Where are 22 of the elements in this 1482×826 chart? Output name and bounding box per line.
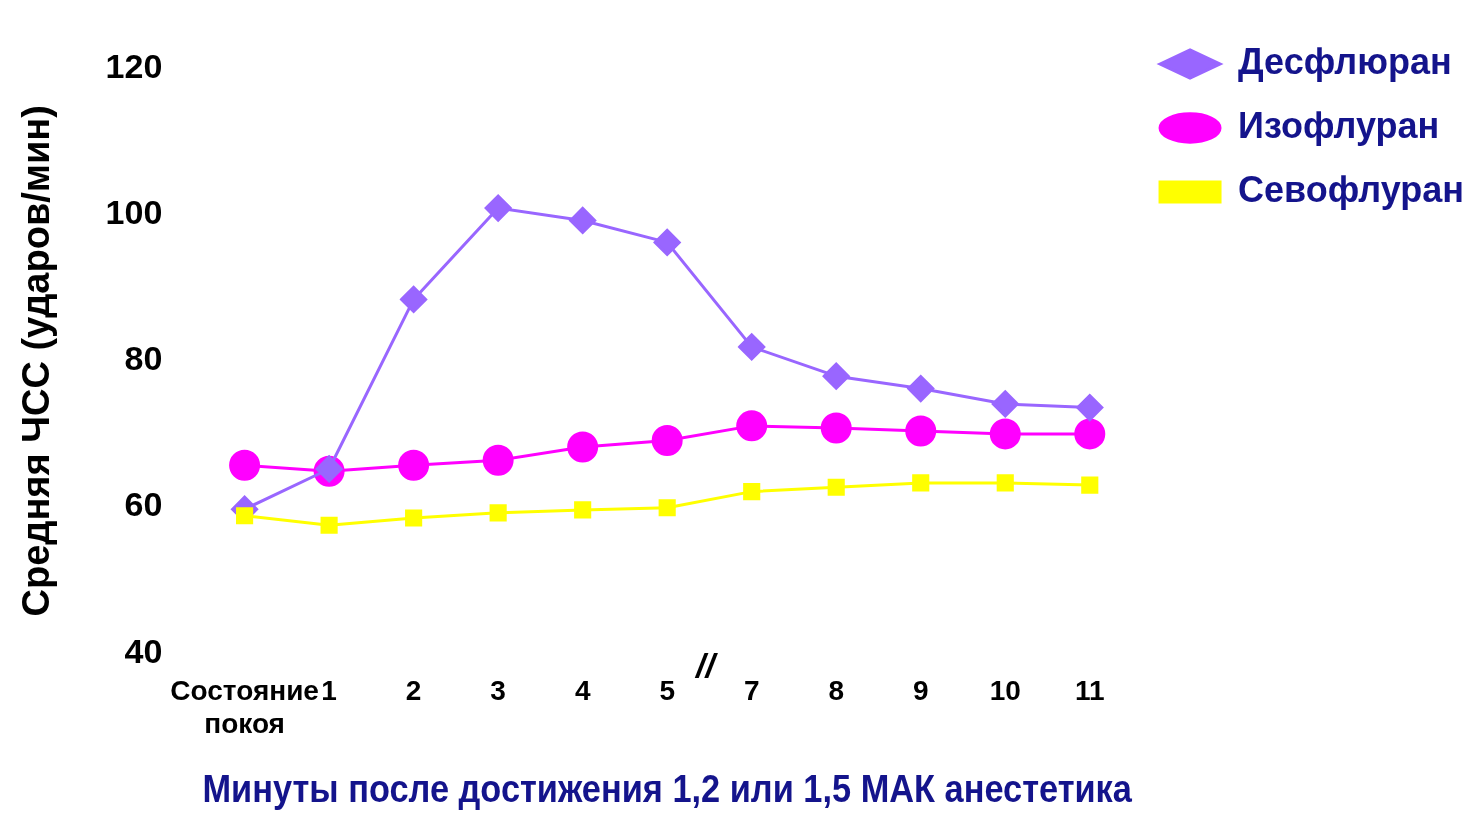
y-tick-label: 60 [124, 485, 163, 524]
y-tick-label: 40 [124, 631, 163, 670]
x-tick-label: 2 [405, 674, 422, 706]
x-tick-label: 5 [659, 674, 675, 706]
y-axis-title: Средняя ЧСС (ударов/мин) [15, 105, 58, 617]
x-tick-label: 4 [574, 674, 591, 706]
x-tick-label: 8 [828, 674, 845, 706]
x-tick-label: 9 [912, 674, 929, 706]
x-tick-label: 10 [989, 674, 1021, 706]
y-tick-label: 100 [105, 192, 163, 231]
legend-label: Изофлуран [1238, 104, 1440, 146]
y-tick-label: 120 [105, 46, 163, 85]
x-tick-label: Состояние покоя [170, 674, 319, 740]
y-tick-label: 80 [124, 339, 163, 378]
x-axis-title: Минуты после достижения 1,2 или 1,5 МАК анестетика [202, 767, 1133, 811]
annotation: // [693, 646, 719, 685]
x-tick-label: 1 [321, 674, 337, 706]
legend-label: Севофлуран [1238, 168, 1464, 210]
x-tick-label: 7 [743, 674, 760, 706]
legend-label: Десфлюран [1238, 40, 1452, 82]
x-tick-label: 3 [490, 674, 506, 706]
x-tick-label: 11 [1074, 674, 1105, 706]
